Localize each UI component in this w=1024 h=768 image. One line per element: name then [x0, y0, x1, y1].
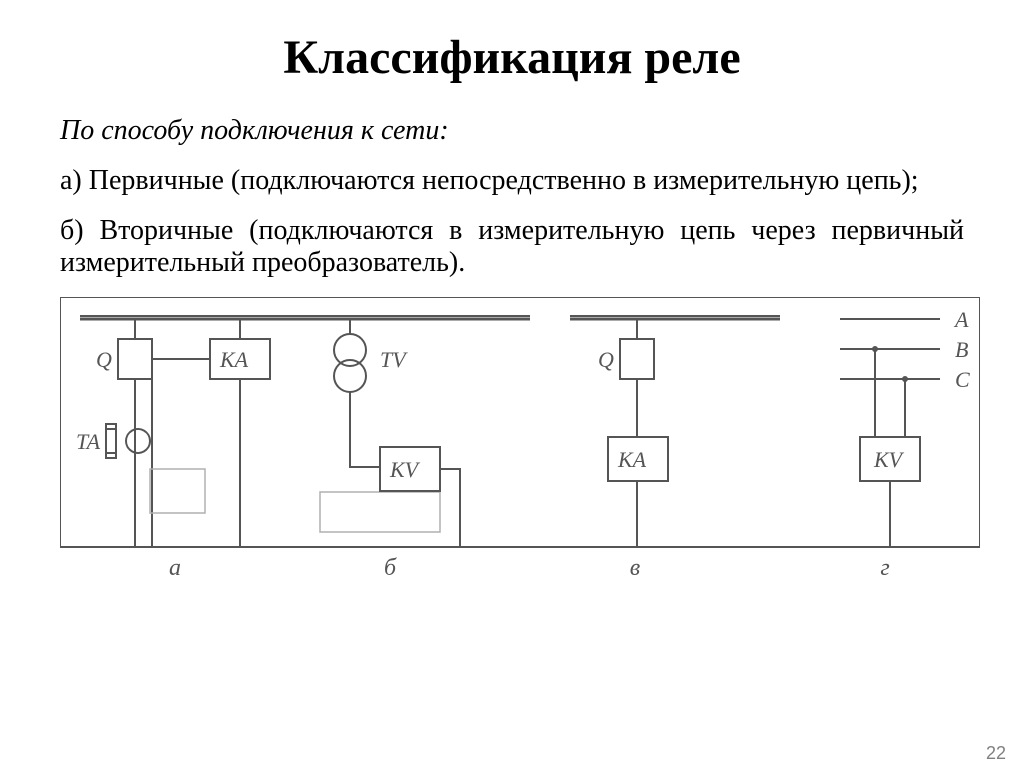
- svg-text:Q: Q: [96, 347, 112, 372]
- svg-text:в: в: [630, 555, 640, 581]
- svg-text:б: б: [384, 555, 397, 581]
- svg-text:A: A: [953, 307, 969, 332]
- svg-text:а: а: [169, 555, 181, 581]
- svg-text:г: г: [880, 555, 889, 581]
- schematic-diagram: ABCTVQKATAKVQKAKVабвг: [60, 297, 964, 592]
- svg-text:B: B: [955, 337, 968, 362]
- svg-text:KA: KA: [219, 347, 249, 372]
- svg-text:TA: TA: [76, 429, 101, 454]
- svg-text:TV: TV: [380, 347, 408, 372]
- svg-text:KV: KV: [873, 447, 905, 472]
- page-number: 22: [986, 743, 1006, 764]
- paragraph-a: а) Первичные (подключаются непосредствен…: [60, 165, 964, 197]
- subtitle: По способу подключения к сети:: [60, 115, 964, 147]
- paragraph-b: б) Вторичные (подключаются в измерительн…: [60, 215, 964, 279]
- svg-text:KA: KA: [617, 447, 647, 472]
- svg-text:Q: Q: [598, 347, 614, 372]
- svg-text:KV: KV: [389, 457, 421, 482]
- page-title: Классификация реле: [60, 30, 964, 85]
- svg-text:C: C: [955, 367, 970, 392]
- schematic-svg: ABC TV Q KA TA KV Q KA KV а б в г: [60, 297, 980, 587]
- slide: Классификация реле По способу подключени…: [0, 0, 1024, 768]
